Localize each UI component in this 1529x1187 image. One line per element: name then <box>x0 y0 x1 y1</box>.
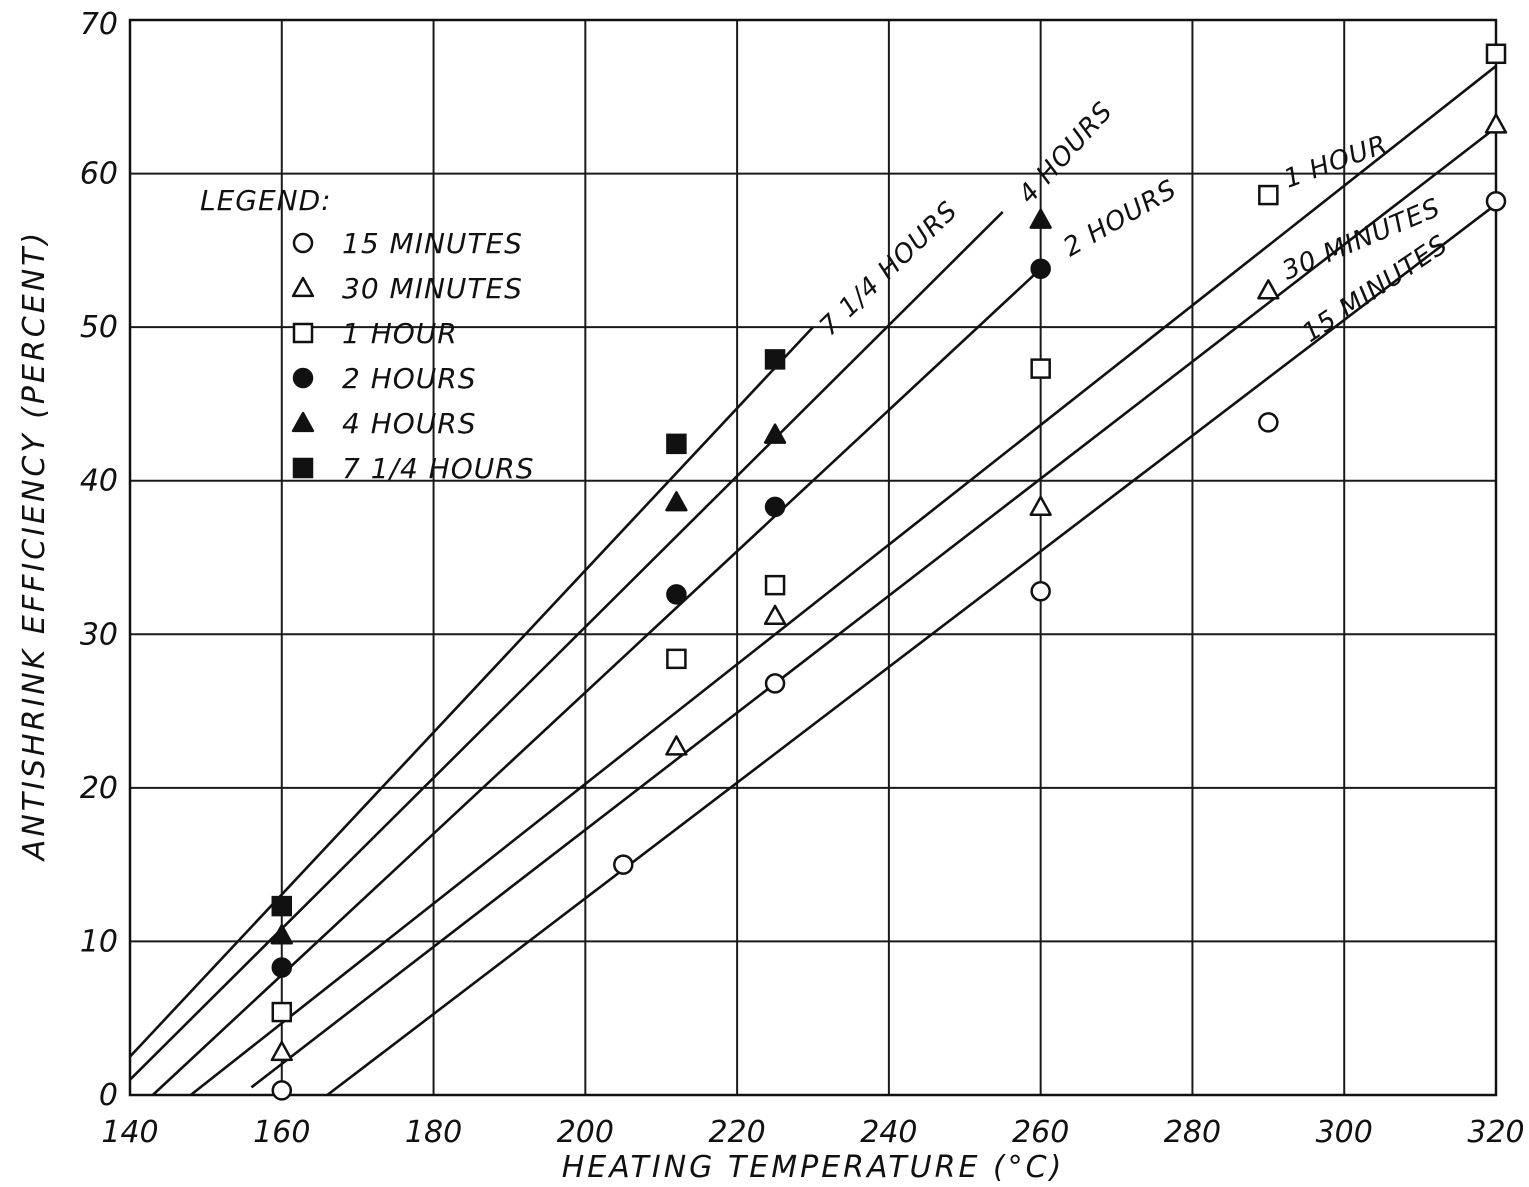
x-tick-label-1: 160 <box>253 1115 310 1150</box>
y-tick-label-3: 30 <box>80 617 118 652</box>
x-axis-title: HEATING TEMPERATURE (°C) <box>562 1150 1065 1185</box>
data-point-s4-3 <box>1029 208 1052 229</box>
legend-label-0: 15 MINUTES <box>342 227 523 260</box>
x-tick-label-4: 220 <box>708 1115 765 1150</box>
data-point-s1-2 <box>763 604 787 626</box>
y-tick-label-7: 70 <box>80 7 118 42</box>
data-point-s2-1 <box>666 648 687 670</box>
data-point-s0-0 <box>271 1080 293 1101</box>
data-point-s0-5 <box>1485 190 1507 212</box>
data-point-s2-4 <box>1258 184 1279 206</box>
data-point-s1-4 <box>1257 279 1280 300</box>
x-tick-label-9: 320 <box>1467 1115 1524 1150</box>
grid-lines <box>130 20 1496 1095</box>
data-point-s3-3 <box>1030 258 1051 280</box>
legend-label-4: 4 HOURS <box>342 407 477 440</box>
data-point-s2-2 <box>764 574 786 596</box>
legend-label-1: 30 MINUTES <box>342 272 523 305</box>
legend-label-3: 2 HOURS <box>342 362 477 395</box>
y-tick-label-5: 50 <box>80 310 118 345</box>
legend: LEGEND: 15 MINUTES 30 MINUTES 1 HOUR 2 HOUR… <box>200 184 535 485</box>
legend-title: LEGEND: <box>200 184 332 217</box>
legend-marker-2 <box>292 322 314 344</box>
legend-marker-1 <box>291 276 315 298</box>
data-point-s2-0 <box>271 1001 293 1023</box>
data-point-s3-0 <box>271 957 293 978</box>
x-tick-label-6: 260 <box>1012 1115 1069 1150</box>
data-point-s2-3 <box>1030 358 1051 379</box>
data-point-s4-1 <box>665 491 688 512</box>
y-tick-label-1: 10 <box>80 924 118 959</box>
fit-line-0 <box>326 203 1497 1097</box>
x-tick-label-0: 140 <box>101 1115 158 1150</box>
tick-labels: 140 160 180 200 220 240 260 280 300 320 0 10 20 30 40 5… <box>80 7 1525 1150</box>
x-tick-label-7: 280 <box>1164 1115 1221 1150</box>
x-tick-label-3: 200 <box>557 1115 614 1150</box>
x-tick-label-2: 180 <box>405 1115 462 1150</box>
y-axis-title: ANTISHRINK EFFICIENCY (PERCENT) <box>17 230 52 862</box>
fit-line-5 <box>129 326 814 1058</box>
plot-frame <box>128 18 1498 1097</box>
legend-label-2: 1 HOUR <box>342 317 458 350</box>
data-point-s3-2 <box>764 496 786 518</box>
data-point-s1-5 <box>1484 113 1508 134</box>
data-point-s3-1 <box>666 584 687 605</box>
fit-line-1 <box>250 126 1497 1089</box>
x-tick-label-8: 300 <box>1316 1115 1373 1150</box>
legend-marker-3 <box>292 367 314 389</box>
data-point-s0-4 <box>1258 412 1279 433</box>
data-point-s1-3 <box>1029 495 1052 516</box>
data-point-s5-1 <box>666 433 687 455</box>
data-point-s2-5 <box>1485 43 1507 65</box>
data-point-s0-2 <box>764 673 786 694</box>
y-tick-label-0: 0 <box>99 1078 118 1113</box>
legend-marker-5 <box>292 457 314 479</box>
legend-label-5: 7 1/4 HOURS <box>342 452 535 485</box>
data-point-s5-0 <box>271 895 293 917</box>
x-tick-label-5: 240 <box>860 1115 917 1150</box>
data-points <box>270 43 1508 1101</box>
fit-lines <box>129 65 1497 1097</box>
data-point-s4-0 <box>270 924 293 945</box>
data-point-s0-1 <box>613 854 634 875</box>
y-tick-label-6: 60 <box>80 157 118 192</box>
fit-line-2 <box>189 65 1497 1097</box>
data-point-s4-2 <box>763 423 787 444</box>
data-point-s1-0 <box>270 1040 293 1062</box>
legend-marker-0 <box>292 232 314 254</box>
data-point-s0-3 <box>1030 581 1051 602</box>
y-tick-label-4: 40 <box>80 464 118 499</box>
data-point-s5-2 <box>764 349 786 370</box>
legend-marker-4 <box>291 411 315 433</box>
y-tick-label-2: 20 <box>80 771 118 806</box>
fit-line-3 <box>151 267 1042 1096</box>
data-point-s1-1 <box>665 735 688 756</box>
